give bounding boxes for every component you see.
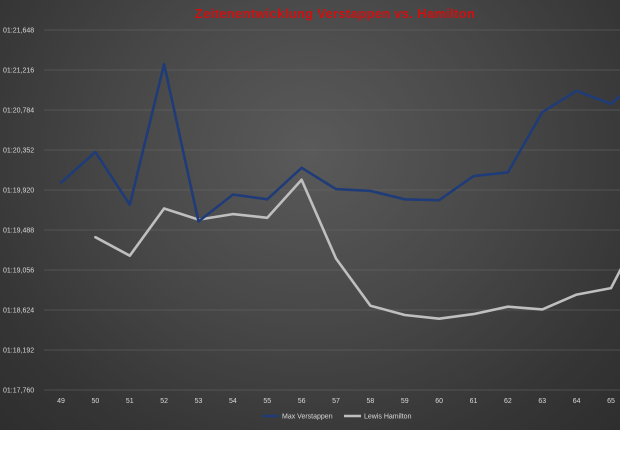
grid-lines (44, 29, 620, 391)
y-axis-ticks: 01:17,760 01:18,192 01:18,624 01:19,056 01:1… (3, 28, 34, 395)
x-tick-label: 57 (332, 398, 340, 405)
series-line-lewis-hamilton (94, 178, 620, 320)
y-tick-label: 01:18,192 (3, 348, 34, 355)
x-tick-label: 64 (573, 398, 581, 405)
legend-label: Max Verstappen (282, 414, 333, 421)
x-tick-label: 65 (607, 398, 615, 405)
y-tick-label: 01:20,784 (3, 108, 34, 115)
x-tick-label: 53 (195, 398, 203, 405)
x-tick-label: 60 (435, 398, 443, 405)
chart-title: Zeitenentwicklung Verstappen vs. Hamilto… (195, 6, 475, 21)
series-line-max-verstappen (59, 62, 620, 223)
x-tick-label: 61 (470, 398, 478, 405)
chart-area: Zeitenentwicklung Verstappen vs. Hamilto… (0, 0, 620, 430)
x-tick-label: 49 (57, 398, 65, 405)
x-tick-label: 51 (126, 398, 134, 405)
x-tick-label: 54 (229, 398, 237, 405)
legend-label: Lewis Hamilton (364, 414, 412, 421)
y-tick-label: 01:19,056 (3, 268, 34, 275)
y-tick-label: 01:19,488 (3, 228, 34, 235)
y-tick-label: 01:19,920 (3, 188, 34, 195)
x-tick-label: 55 (263, 398, 271, 405)
x-tick-label: 59 (401, 398, 409, 405)
x-tick-label: 50 (91, 398, 99, 405)
legend: Max Verstappen Lewis Hamilton (262, 414, 412, 421)
x-axis-ticks: 49 50 51 52 53 54 55 56 57 58 59 60 61 62 63 64 65 (57, 398, 615, 405)
line-chart: Zeitenentwicklung Verstappen vs. Hamilto… (3, 6, 620, 421)
series-lines (59, 62, 620, 320)
y-tick-label: 01:21,648 (3, 28, 34, 35)
x-tick-label: 58 (366, 398, 374, 405)
y-tick-label: 01:17,760 (3, 388, 34, 395)
x-tick-label: 52 (160, 398, 168, 405)
y-tick-label: 01:20,352 (3, 148, 34, 155)
x-tick-label: 62 (504, 398, 512, 405)
y-tick-label: 01:18,624 (3, 308, 34, 315)
x-tick-label: 63 (538, 398, 546, 405)
y-tick-label: 01:21,216 (3, 68, 34, 75)
x-tick-label: 56 (298, 398, 306, 405)
